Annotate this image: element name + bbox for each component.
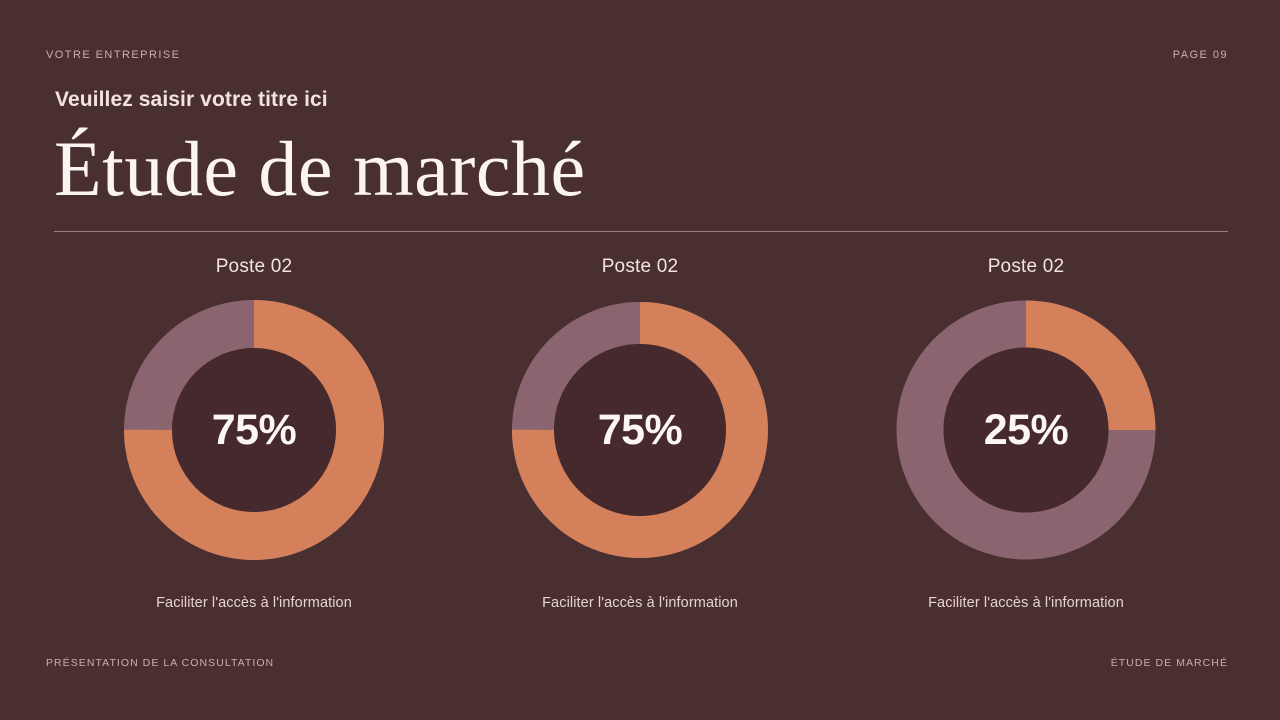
donut-svg bbox=[124, 300, 384, 560]
page-number: PAGE 09 bbox=[1172, 49, 1228, 61]
donut-caption: Faciliter l'accès à l'information bbox=[156, 595, 352, 611]
donut-hole bbox=[943, 347, 1109, 513]
donut-hole bbox=[554, 344, 726, 516]
donut-chart-3: 25% bbox=[896, 300, 1156, 560]
donut-center-value: 75% bbox=[597, 405, 683, 454]
donut-value-segment bbox=[124, 300, 384, 560]
donut-chart-1: 75% bbox=[124, 300, 384, 560]
footer-right-label: ÉTUDE DE MARCHÉ bbox=[1110, 657, 1228, 669]
title-divider bbox=[54, 231, 1228, 232]
donut-svg bbox=[896, 300, 1156, 560]
donut-hole bbox=[172, 348, 336, 512]
donut-chart-row: Poste 02 75% Faciliter l'accès à l'infor… bbox=[0, 256, 1280, 611]
donut-card-1: Poste 02 75% Faciliter l'accès à l'infor… bbox=[61, 256, 447, 611]
donut-value-segment bbox=[896, 300, 1156, 560]
donut-card-2: Poste 02 75% Faciliter l'accès à l'infor… bbox=[447, 256, 833, 611]
donut-card-3: Poste 02 25% Faciliter l'accès à l'infor… bbox=[833, 256, 1219, 611]
page-title: Étude de marché bbox=[54, 125, 586, 212]
donut-center-value: 25% bbox=[983, 405, 1069, 454]
slide-subtitle: Veuillez saisir votre titre ici bbox=[55, 88, 328, 111]
donut-center-value: 75% bbox=[211, 405, 297, 454]
donut-svg bbox=[512, 302, 768, 558]
donut-caption: Faciliter l'accès à l'information bbox=[928, 595, 1124, 611]
donut-value-segment bbox=[512, 302, 768, 558]
footer-left-label: PRÉSENTATION DE LA CONSULTATION bbox=[46, 657, 275, 669]
donut-heading: Poste 02 bbox=[601, 256, 679, 277]
company-eyebrow: VOTRE ENTREPRISE bbox=[46, 49, 181, 61]
donut-caption: Faciliter l'accès à l'information bbox=[542, 595, 738, 611]
donut-heading: Poste 02 bbox=[987, 256, 1065, 277]
donut-chart-2: 75% bbox=[510, 300, 770, 560]
donut-heading: Poste 02 bbox=[215, 256, 293, 277]
